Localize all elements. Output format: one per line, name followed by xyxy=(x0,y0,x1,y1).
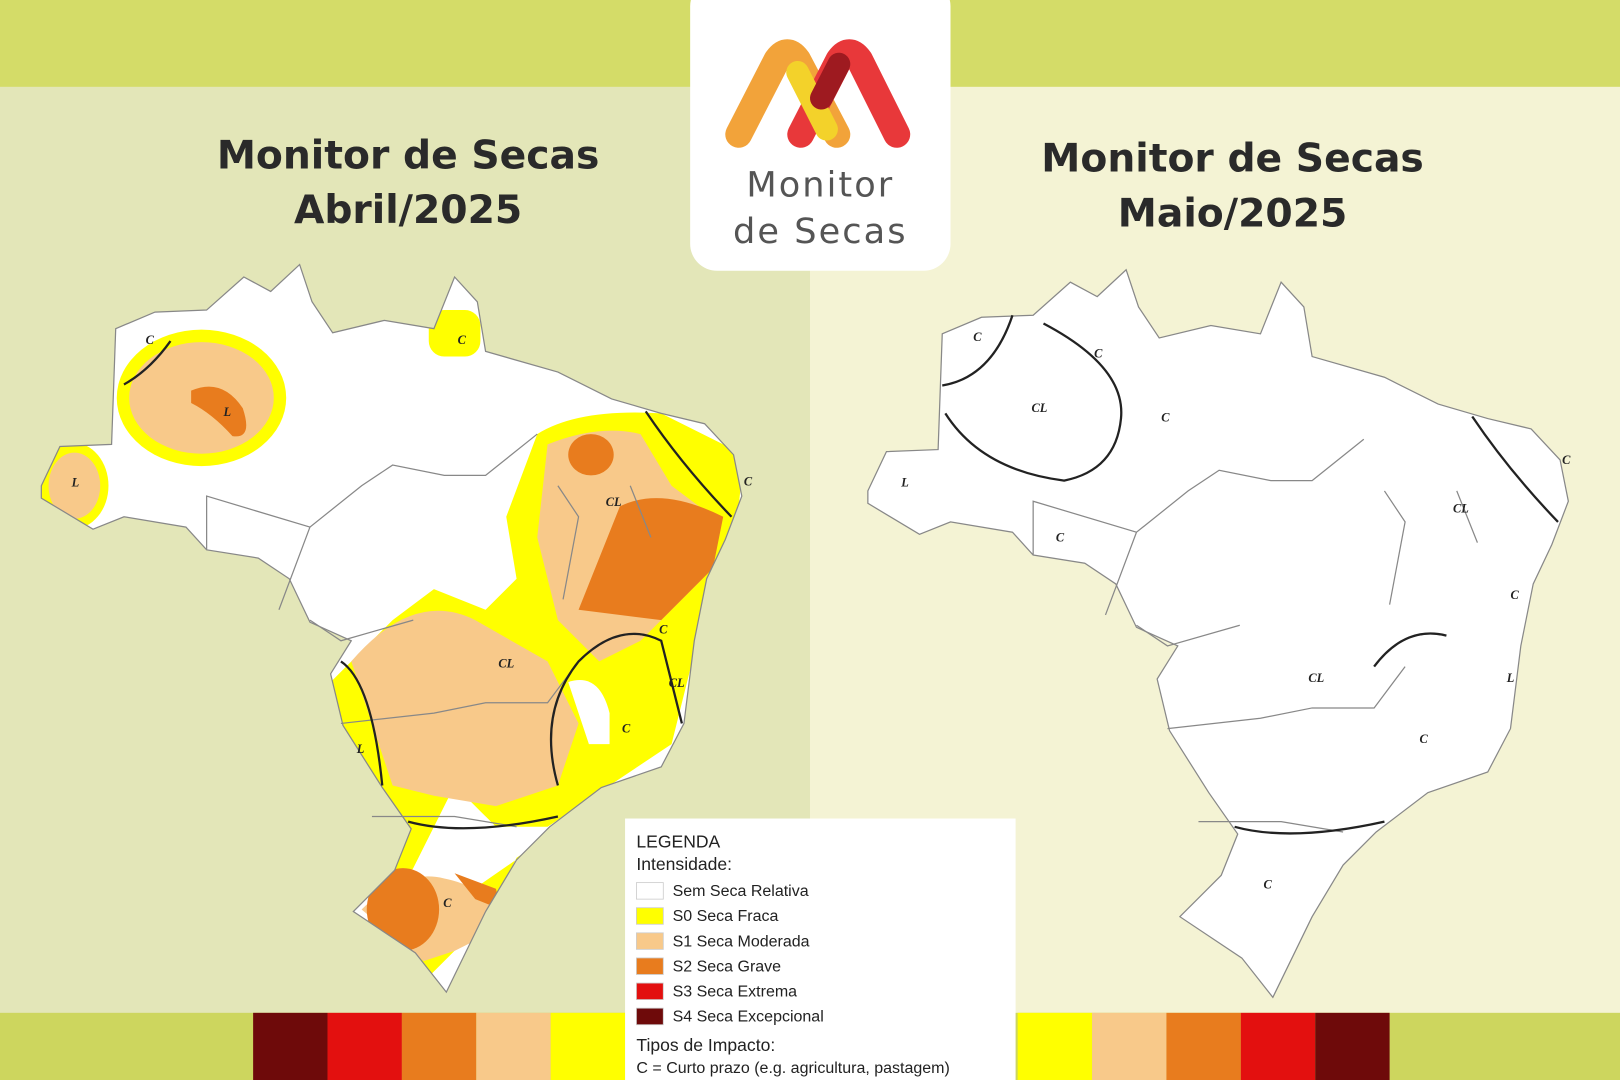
color-bar xyxy=(476,1012,551,1080)
map-label: L xyxy=(1506,671,1515,685)
legend-label: S1 Seca Moderada xyxy=(673,933,810,950)
legend-swatch xyxy=(636,982,664,1001)
color-bar xyxy=(1240,1012,1316,1080)
map-label: L xyxy=(356,742,365,756)
map-april xyxy=(40,263,743,993)
map-label: C xyxy=(1562,453,1571,467)
legend-box xyxy=(625,818,1016,1080)
color-bar xyxy=(1092,1012,1167,1080)
legend-swatch xyxy=(636,932,664,950)
legend-label: Sem Seca Relativa xyxy=(673,883,809,900)
map-may xyxy=(867,269,1569,998)
legend-heading: Tipos de Impacto: xyxy=(636,1035,775,1055)
logo-mark xyxy=(725,39,911,148)
map-label: C xyxy=(1420,732,1429,746)
legend-note: C = Curto prazo (e.g. agricultura, pasta… xyxy=(636,1060,949,1077)
map-label: C xyxy=(1161,410,1170,424)
map-label: C xyxy=(458,333,467,347)
map-label: CL xyxy=(498,656,514,670)
color-bar xyxy=(253,1012,328,1080)
color-scale xyxy=(253,1012,1390,1080)
map-label: L xyxy=(900,476,909,490)
map-label: C xyxy=(622,721,631,735)
map-label: L xyxy=(71,476,80,490)
map-label: CL xyxy=(669,676,685,690)
map-subtitle: Maio/2025 xyxy=(1118,191,1348,236)
map-label: CL xyxy=(606,495,622,509)
color-bar xyxy=(327,1012,402,1080)
legend-swatch xyxy=(636,1007,664,1026)
legend-swatch xyxy=(636,957,664,975)
map-label: C xyxy=(659,622,668,636)
map-label: CL xyxy=(1308,671,1324,685)
map-label: C xyxy=(1094,346,1103,360)
legend-items: Sem Seca Relativa S0 Seca Fraca S1 Seca Mo… xyxy=(636,882,824,1026)
map-label: C xyxy=(443,896,452,910)
map-label: C xyxy=(1056,530,1065,544)
logo-text: Monitor xyxy=(746,164,894,205)
map-label: C xyxy=(146,333,155,347)
legend-swatch xyxy=(636,907,664,925)
legend-title: LEGENDA xyxy=(636,831,720,851)
map-subtitle: Abril/2025 xyxy=(294,188,522,233)
color-bar xyxy=(1166,1012,1241,1080)
map-label: CL xyxy=(1453,501,1469,515)
map-label: CL xyxy=(1031,401,1047,415)
color-bar xyxy=(550,1012,626,1080)
color-bar xyxy=(401,1012,477,1080)
map-label: C xyxy=(1510,588,1519,602)
color-bar xyxy=(1315,1012,1390,1080)
map-title: Monitor de Secas xyxy=(1041,137,1424,182)
map-label: C xyxy=(973,330,982,344)
logo-text: de Secas xyxy=(733,211,908,252)
legend-heading: Intensidade: xyxy=(636,854,732,874)
legend-label: S2 Seca Grave xyxy=(673,958,782,975)
map-label: C xyxy=(744,474,753,488)
map-label: L xyxy=(223,405,232,419)
color-bar xyxy=(1017,1012,1093,1080)
legend-label: S0 Seca Fraca xyxy=(673,908,779,925)
map-label: C xyxy=(1264,878,1273,892)
legend-label: S4 Seca Excepcional xyxy=(673,1009,824,1026)
legend-swatch xyxy=(636,882,664,900)
legend-label: S3 Seca Extrema xyxy=(673,983,798,1000)
map-title: Monitor de Secas xyxy=(217,133,600,178)
